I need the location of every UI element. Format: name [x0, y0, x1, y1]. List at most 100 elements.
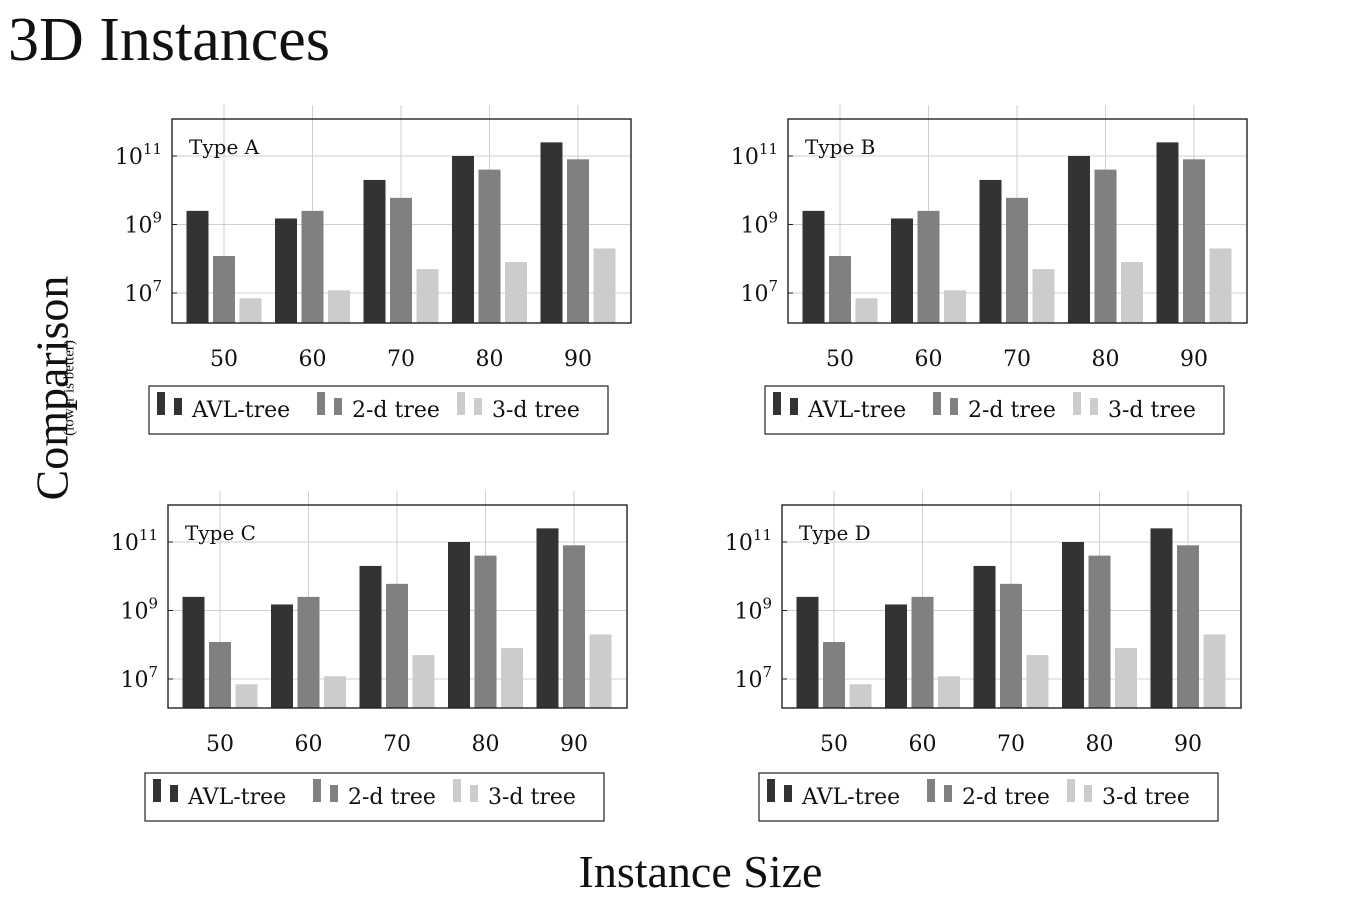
x-tick-label: 90: [1174, 732, 1202, 757]
y-tick-label: 107: [124, 277, 162, 307]
bar: [209, 642, 231, 708]
chart-panel-2: 107 109 1011 50 60 70 80 90 Type B AVL-tree 2-d tr…: [731, 105, 1248, 435]
x-tick-label: 70: [997, 732, 1025, 757]
y-tick-label: 109: [124, 209, 162, 239]
legend-swatch: [1073, 392, 1081, 415]
y-tick-label: 107: [740, 277, 778, 307]
legend-swatch: [784, 785, 792, 802]
legend-label: AVL-tree: [187, 785, 286, 810]
bar: [1183, 159, 1205, 323]
y-tick-label: 107: [734, 663, 772, 693]
bar: [505, 262, 527, 323]
legend-label: 2-d tree: [962, 785, 1050, 810]
x-axis-label: Instance Size: [578, 846, 823, 897]
bar: [452, 156, 474, 323]
legend: AVL-tree 2-d tree 3-d tree: [764, 385, 1225, 435]
x-tick-label: 50: [210, 347, 238, 372]
bar: [1203, 634, 1226, 708]
legend-label: 2-d tree: [968, 398, 1056, 423]
bar: [802, 210, 825, 323]
bar: [239, 298, 262, 323]
plot-frame: [781, 504, 1242, 709]
bar: [301, 210, 324, 323]
legend-swatch: [767, 779, 775, 802]
legend-label: 3-d tree: [1102, 785, 1190, 810]
bar: [324, 676, 346, 708]
legend-swatch: [790, 398, 798, 415]
legend-swatch: [1084, 785, 1092, 802]
bar: [1000, 583, 1022, 708]
y-tick-label: 1011: [725, 526, 772, 556]
legend-swatch: [1090, 398, 1098, 415]
legend-label: 2-d tree: [352, 398, 440, 423]
y-tick-label: 1011: [111, 526, 158, 556]
legend-swatch: [1067, 779, 1075, 802]
bar: [478, 169, 501, 323]
bar: [363, 179, 386, 323]
bar: [412, 655, 435, 708]
y-tick-label: 1011: [731, 140, 778, 170]
x-tick-label: 90: [1180, 347, 1208, 372]
legend-label: 3-d tree: [492, 398, 580, 423]
legend-frame: [758, 772, 1219, 822]
x-tick-label: 80: [1086, 732, 1114, 757]
plot-frame: [171, 118, 632, 324]
bar: [944, 290, 966, 323]
bar: [213, 256, 235, 323]
bar: [501, 648, 523, 708]
legend-swatch: [334, 398, 342, 415]
bar: [849, 684, 872, 708]
legend-swatch: [453, 779, 461, 802]
bar: [1121, 262, 1143, 323]
bar: [891, 218, 913, 323]
bar: [1094, 169, 1117, 323]
y-tick-label: 109: [120, 595, 158, 625]
x-tick-label: 50: [820, 732, 848, 757]
bar: [917, 210, 940, 323]
x-tick-label: 70: [383, 732, 411, 757]
x-tick-label: 70: [1003, 347, 1031, 372]
legend-swatch: [157, 392, 165, 415]
legend: AVL-tree 2-d tree 3-d tree: [144, 772, 605, 822]
x-tick-label: 60: [909, 732, 937, 757]
x-tick-label: 60: [299, 347, 327, 372]
chart-panel-4: 107 109 1011 50 60 70 80 90 Type D AVL-tree 2-d tr…: [725, 491, 1242, 822]
bar: [390, 197, 412, 323]
bar: [593, 248, 616, 323]
bar: [823, 642, 845, 708]
bar: [1209, 248, 1232, 323]
bar: [829, 256, 851, 323]
panel-title: Type B: [805, 135, 875, 159]
bar: [1032, 269, 1055, 323]
bar: [1068, 156, 1090, 323]
bar: [186, 210, 209, 323]
bar: [567, 159, 589, 323]
bar: [474, 555, 497, 708]
legend-swatch: [457, 392, 465, 415]
y-tick-label: 109: [740, 209, 778, 239]
legend-label: AVL-tree: [807, 398, 906, 423]
x-tick-label: 90: [560, 732, 588, 757]
bar: [1115, 648, 1137, 708]
legend-label: AVL-tree: [191, 398, 290, 423]
legend-swatch: [153, 779, 161, 802]
x-tick-label: 90: [564, 347, 592, 372]
bar: [1177, 545, 1199, 708]
bar: [182, 596, 205, 708]
bar: [359, 565, 382, 708]
page-title: 3D Instances: [8, 6, 330, 74]
legend-frame: [764, 385, 1225, 435]
bar: [911, 596, 934, 708]
x-tick-label: 80: [1092, 347, 1120, 372]
y-tick-label: 109: [734, 595, 772, 625]
legend-swatch: [933, 392, 941, 415]
bar: [855, 298, 878, 323]
bar: [235, 684, 258, 708]
bar: [328, 290, 350, 323]
panel-title: Type D: [799, 521, 871, 545]
bar: [448, 542, 470, 708]
bar: [271, 604, 293, 708]
legend-swatch: [950, 398, 958, 415]
x-tick-label: 50: [826, 347, 854, 372]
legend-frame: [148, 385, 609, 435]
